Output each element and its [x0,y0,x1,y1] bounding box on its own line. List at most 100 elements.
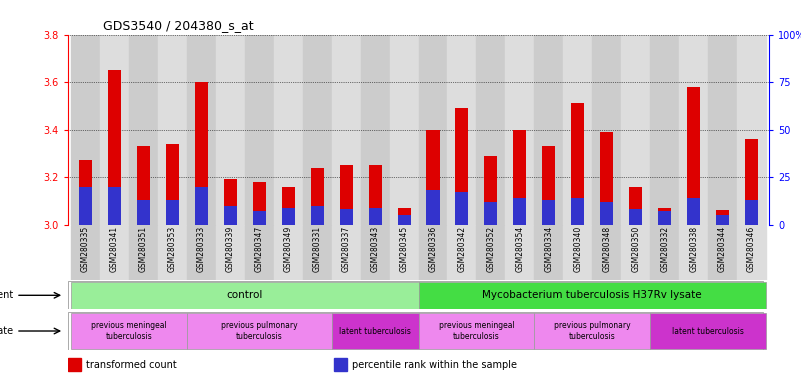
Bar [137,146,150,225]
Bar [335,358,347,371]
Bar [340,209,352,225]
Bar [563,225,592,280]
Bar [166,200,179,225]
Text: GSM280349: GSM280349 [284,226,292,272]
Bar [600,202,614,225]
Bar [253,211,266,225]
Bar [253,182,266,225]
Text: GSM280334: GSM280334 [545,226,553,272]
Bar [716,215,729,225]
Bar [534,35,563,225]
Bar [448,225,477,280]
Bar [195,187,207,225]
Bar [650,313,766,349]
Bar [129,35,158,225]
Bar [650,35,679,225]
Bar [418,313,534,349]
Bar [708,35,737,225]
Text: GSM280354: GSM280354 [515,226,525,272]
Bar [622,225,650,280]
Bar [187,313,332,349]
Bar [687,87,700,225]
Bar [245,35,274,225]
Bar [100,35,129,225]
Bar [708,225,737,280]
Bar [658,208,671,225]
Bar [505,225,534,280]
Text: GSM280341: GSM280341 [110,226,119,272]
Bar [274,225,303,280]
Bar [563,35,592,225]
Text: GSM280338: GSM280338 [689,226,698,272]
Bar [108,187,121,225]
Text: GSM280353: GSM280353 [168,226,177,272]
Bar [166,144,179,225]
Bar [100,225,129,280]
Text: GSM280348: GSM280348 [602,226,611,272]
Bar [187,35,215,225]
Bar [687,198,700,225]
Text: previous pulmonary
tuberculosis: previous pulmonary tuberculosis [554,321,630,341]
Bar [71,225,100,280]
Bar [368,207,381,225]
Bar [622,35,650,225]
Bar [418,35,448,225]
Bar [592,225,622,280]
Bar [485,202,497,225]
Text: previous pulmonary
tuberculosis: previous pulmonary tuberculosis [221,321,297,341]
Bar [571,198,584,225]
Bar [418,282,766,309]
Bar [485,156,497,225]
Bar [274,35,303,225]
Bar [679,35,708,225]
Bar [311,206,324,225]
Bar [79,161,92,225]
Bar [303,225,332,280]
Bar [137,200,150,225]
Bar [332,225,360,280]
Bar [79,187,92,225]
Bar [397,208,411,225]
Text: transformed count: transformed count [86,360,176,370]
Bar [108,70,121,225]
Bar [389,225,418,280]
Bar [456,108,469,225]
Bar [737,35,766,225]
Bar [534,313,650,349]
Bar [630,209,642,225]
Text: GSM280342: GSM280342 [457,226,466,272]
Bar [745,139,758,225]
Text: GSM280343: GSM280343 [371,226,380,272]
Bar [477,35,505,225]
Text: previous meningeal
tuberculosis: previous meningeal tuberculosis [91,321,167,341]
Bar [513,130,526,225]
Text: GSM280336: GSM280336 [429,226,437,272]
Text: GSM280344: GSM280344 [718,226,727,272]
Bar [542,200,555,225]
Text: disease state: disease state [0,326,14,336]
Bar [195,82,207,225]
Text: agent: agent [0,290,14,300]
Bar [129,225,158,280]
Text: GSM280346: GSM280346 [747,226,756,272]
Text: GSM280335: GSM280335 [81,226,90,272]
Bar [71,313,187,349]
Bar [737,225,766,280]
Text: GDS3540 / 204380_s_at: GDS3540 / 204380_s_at [103,19,254,32]
Bar [397,215,411,225]
Bar [448,35,477,225]
Bar [389,35,418,225]
Bar [332,35,360,225]
Bar [158,225,187,280]
Bar [426,130,440,225]
Bar [332,313,418,349]
Bar [311,167,324,225]
Bar [223,179,237,225]
Bar [368,165,381,225]
Text: GSM280345: GSM280345 [400,226,409,272]
Bar [245,225,274,280]
Text: previous meningeal
tuberculosis: previous meningeal tuberculosis [439,321,514,341]
Bar [571,103,584,225]
Text: GSM280332: GSM280332 [660,226,669,272]
Text: GSM280352: GSM280352 [486,226,496,272]
